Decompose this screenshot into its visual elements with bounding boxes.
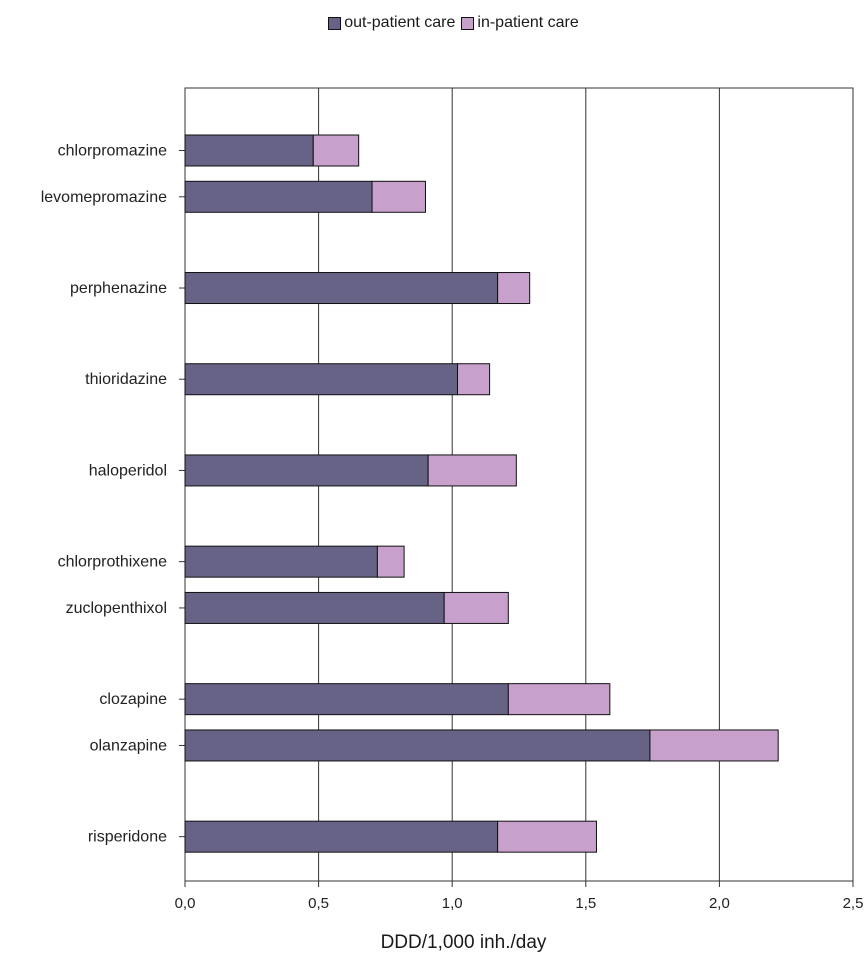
bar-out-patient — [184, 729, 651, 762]
x-tick-label: 2,5 — [843, 895, 864, 912]
y-tick-label: risperidone — [88, 829, 167, 846]
bar-out-patient — [184, 272, 499, 305]
bar-in-patient — [497, 820, 597, 853]
legend-label-in-patient: in-patient care — [477, 14, 579, 31]
bar-out-patient — [184, 591, 445, 624]
y-tick-label: chlorpromazine — [58, 143, 167, 160]
x-tick-label: 1,5 — [575, 895, 596, 912]
bar-out-patient — [184, 454, 429, 487]
legend-item-in-patient: in-patient care — [461, 14, 579, 32]
x-tick-label: 1,0 — [442, 895, 463, 912]
bar-in-patient — [443, 591, 509, 624]
bar-out-patient — [184, 180, 373, 213]
y-tick-label: thioridazine — [85, 371, 167, 388]
bar-out-patient — [184, 683, 509, 716]
y-tick-label: chlorprothixene — [58, 554, 168, 571]
x-tick-label: 0,5 — [308, 895, 329, 912]
legend-swatch-out-patient — [328, 16, 342, 30]
y-tick-label: olanzapine — [90, 737, 168, 754]
bar-out-patient — [184, 363, 459, 396]
legend-label-out-patient: out-patient care — [344, 14, 456, 31]
bar-in-patient — [376, 545, 405, 578]
bar-in-patient — [312, 134, 360, 167]
bar-in-patient — [649, 729, 779, 762]
bar-out-patient — [184, 134, 314, 167]
y-tick-label: perphenazine — [70, 280, 167, 297]
bar-out-patient — [184, 820, 499, 853]
y-tick-label: levomepromazine — [41, 189, 167, 206]
bar-in-patient — [507, 683, 611, 716]
bar-in-patient — [497, 272, 531, 305]
x-tick-label: 0,0 — [175, 895, 196, 912]
legend-swatch-in-patient — [461, 16, 475, 30]
legend-item-out-patient: out-patient care — [328, 14, 455, 32]
y-tick-label: haloperidol — [89, 462, 167, 479]
bar-in-patient — [371, 180, 426, 213]
y-tick-label: clozapine — [99, 691, 167, 708]
x-tick-label: 2,0 — [709, 895, 730, 912]
bar-in-patient — [427, 454, 517, 487]
y-tick-label: zuclopenthixol — [66, 600, 167, 617]
bar-in-patient — [457, 363, 491, 396]
legend: out-patient care in-patient care — [0, 14, 867, 32]
bar-out-patient — [184, 545, 378, 578]
x-axis-label: DDD/1,000 inh./day — [380, 932, 547, 953]
